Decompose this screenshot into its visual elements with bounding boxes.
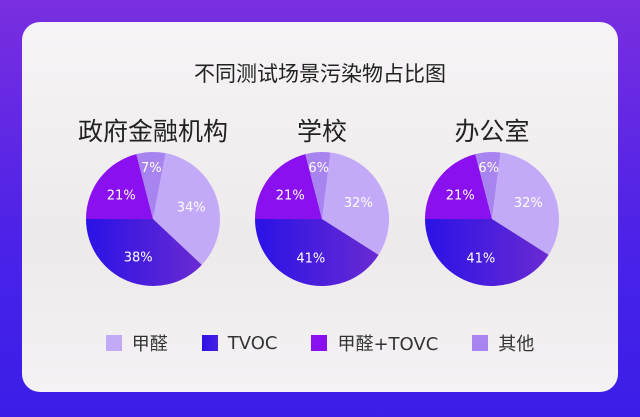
legend-swatch (472, 335, 489, 351)
pie-title-0: 政府金融机构 (77, 117, 228, 146)
data-label: 41% (296, 252, 325, 267)
pie-slice (425, 219, 549, 286)
legend-swatch (105, 335, 122, 351)
legend-label: 甲醛+TOVC (337, 334, 439, 355)
data-label: 38% (124, 250, 153, 265)
pie-slice (255, 219, 379, 287)
legend-label: 甲醛 (131, 334, 168, 355)
pie-slice (492, 152, 559, 255)
data-label: 6% (478, 161, 499, 176)
data-label: 21% (276, 188, 305, 203)
pie-slice (322, 152, 390, 255)
pie-slice (475, 152, 501, 219)
legend-item: 甲醛 (105, 330, 168, 356)
legend-swatch (201, 335, 218, 351)
data-label: 6% (308, 161, 329, 176)
pie-slice (255, 154, 322, 219)
data-label: 32% (344, 196, 373, 211)
chart-title: 不同测试场景污染物占比图 (194, 62, 446, 86)
data-label: 32% (514, 196, 543, 211)
legend-item: 甲醛+TOVC (311, 330, 438, 356)
pie-slice (153, 153, 220, 265)
pie-slice (424, 154, 492, 219)
pie-title-1: 学校 (296, 117, 347, 146)
pie-title-2: 办公室 (454, 117, 530, 146)
legend-item: 其他 (472, 330, 534, 356)
legend-swatch (311, 335, 328, 351)
data-label: 41% (466, 252, 495, 267)
pie-slice (86, 154, 153, 219)
data-label: 21% (107, 188, 136, 203)
legend-label: 其他 (498, 334, 535, 355)
legend-item: TVOC (201, 330, 278, 356)
legend-label: TVOC (227, 332, 278, 354)
data-label: 34% (177, 201, 206, 216)
pie-slice (305, 152, 331, 219)
data-label: 21% (446, 188, 475, 203)
legend: 甲醛 TVOC 甲醛+TOVC 其他 (0, 330, 640, 356)
data-label: 7% (141, 161, 162, 176)
pie-slice (136, 152, 166, 219)
pie-slice (86, 219, 202, 286)
